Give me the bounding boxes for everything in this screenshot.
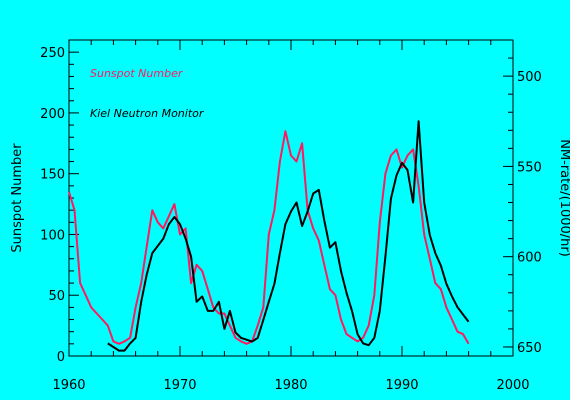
left-tick-label: 100 (40, 228, 65, 243)
left-tick-label: 0 (57, 350, 65, 365)
right-axis-title: NM-rate/(1000/hr) (557, 139, 570, 257)
series-line-kiel-neutron-monitor (107, 120, 470, 352)
right-tick-label: 650 (517, 341, 542, 356)
legend-sunspot-number: Sunspot Number (90, 67, 184, 80)
legend-kiel-neutron-monitor: Kiel Neutron Monitor (90, 107, 205, 120)
x-tick-label: 1980 (274, 378, 307, 393)
left-axis-title: Sunspot Number (10, 143, 25, 253)
series-layer (68, 120, 470, 352)
x-tick-label: 1970 (163, 378, 196, 393)
x-axis: 1960 1970 1980 1990 2000 (52, 40, 530, 393)
right-y-axis: 500 550 600 650 (503, 57, 542, 356)
x-tick-label: 1960 (52, 378, 85, 393)
series-line-sunspot-number (68, 130, 470, 345)
left-tick-label: 150 (40, 168, 65, 183)
left-y-axis: 0 50 100 150 200 250 (40, 46, 79, 365)
right-tick-label: 500 (517, 70, 542, 85)
right-tick-label: 600 (517, 251, 542, 266)
right-tick-label: 550 (517, 160, 542, 175)
left-tick-label: 200 (40, 107, 65, 122)
left-tick-label: 250 (40, 46, 65, 61)
left-tick-label: 50 (48, 289, 65, 304)
x-tick-label: 1990 (385, 378, 418, 393)
x-tick-label: 2000 (496, 378, 529, 393)
